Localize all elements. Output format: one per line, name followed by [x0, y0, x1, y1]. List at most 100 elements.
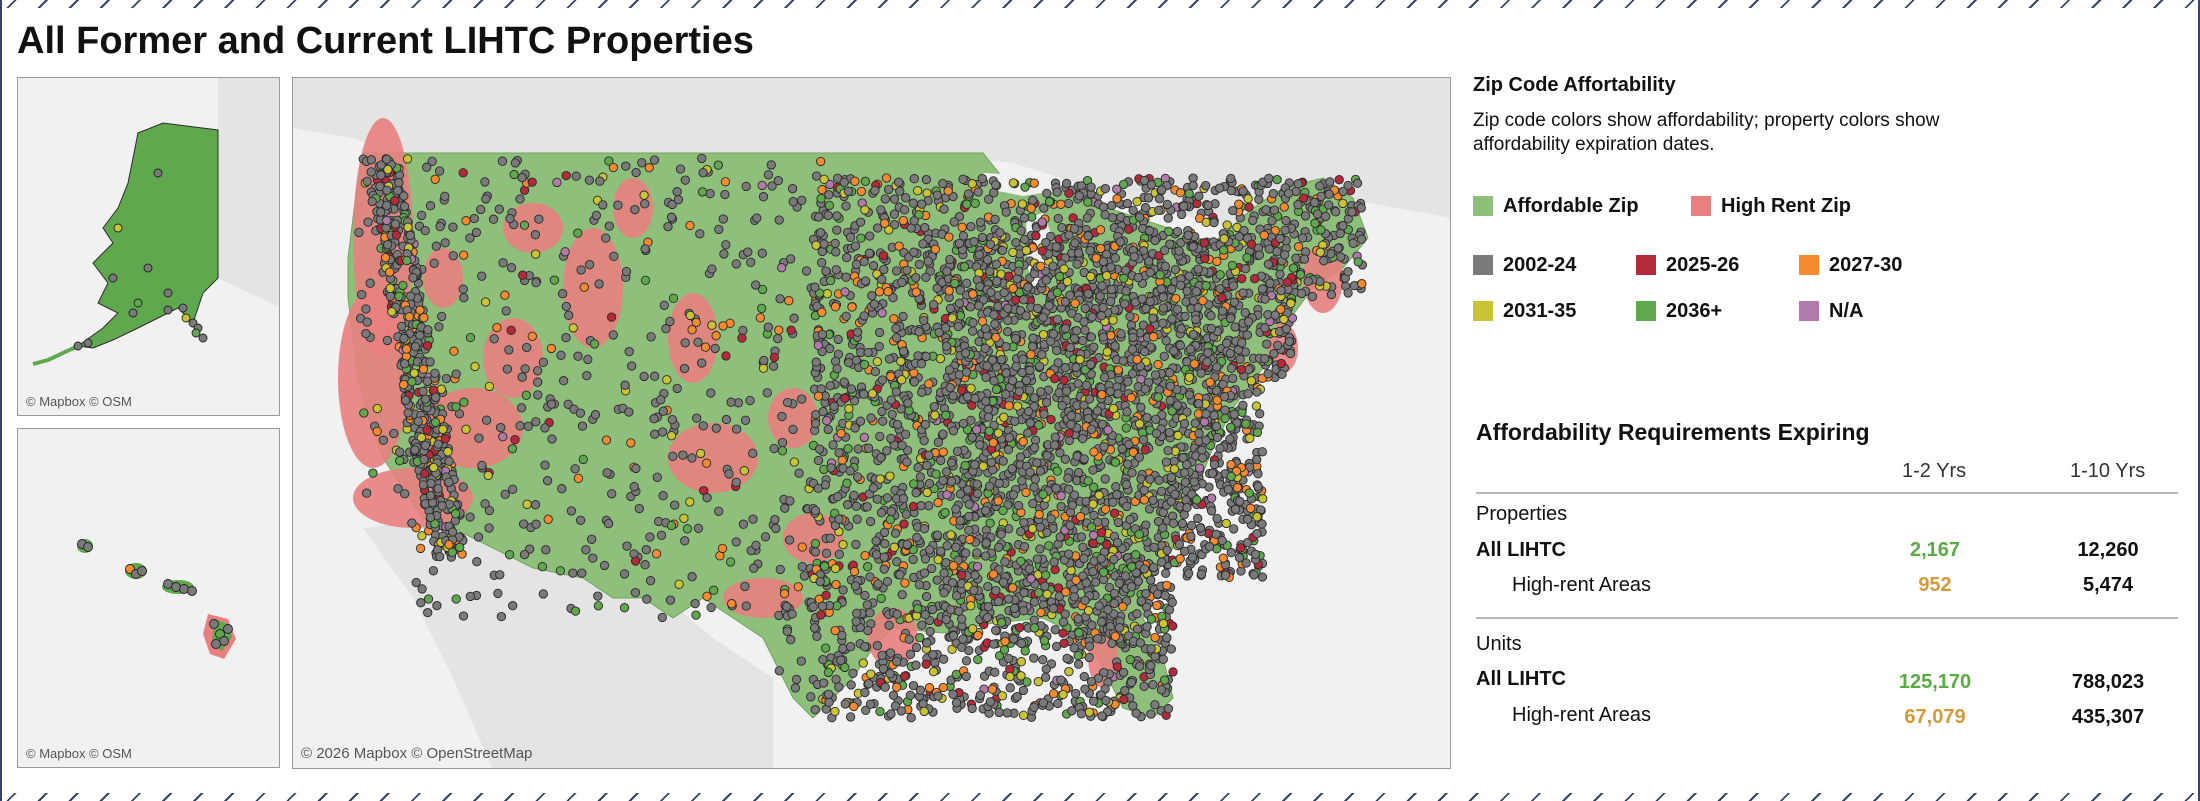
property-dot[interactable]: [1148, 313, 1158, 323]
property-dot[interactable]: [918, 239, 928, 249]
property-dot[interactable]: [830, 625, 840, 636]
property-dot[interactable]: [769, 443, 779, 454]
property-dot[interactable]: [905, 649, 916, 659]
property-dot[interactable]: [413, 416, 423, 426]
property-dot[interactable]: [435, 221, 445, 232]
property-dot[interactable]: [1203, 348, 1213, 358]
property-dot[interactable]: [672, 383, 682, 394]
property-dot[interactable]: [423, 325, 433, 335]
property-dot[interactable]: [821, 266, 831, 276]
property-dot[interactable]: [1324, 200, 1334, 210]
property-dot[interactable]: [817, 601, 828, 611]
property-dot[interactable]: [1257, 284, 1268, 294]
property-dot[interactable]: [1078, 433, 1088, 444]
property-dot[interactable]: [1180, 311, 1190, 322]
property-dot[interactable]: [1335, 228, 1345, 239]
property-dot[interactable]: [921, 272, 931, 282]
property-dot[interactable]: [901, 509, 911, 519]
property-dot[interactable]: [444, 477, 454, 487]
property-dot[interactable]: [1285, 348, 1296, 359]
property-dot[interactable]: [1315, 181, 1325, 191]
property-dot[interactable]: [540, 460, 550, 470]
property-dot[interactable]: [607, 489, 617, 499]
property-dot[interactable]: [826, 463, 836, 473]
property-dot[interactable]: [1002, 327, 1013, 337]
property-dot[interactable]: [914, 580, 925, 590]
property-dot[interactable]: [1010, 416, 1020, 426]
property-dot[interactable]: [1080, 303, 1090, 314]
property-dot[interactable]: [1234, 552, 1245, 563]
property-dot[interactable]: [995, 227, 1005, 238]
property-dot[interactable]: [1074, 191, 1084, 201]
property-dot[interactable]: [1347, 207, 1357, 217]
property-dot[interactable]: [1120, 686, 1130, 696]
property-dot[interactable]: [133, 298, 143, 308]
property-dot[interactable]: [1228, 281, 1239, 291]
property-dot[interactable]: [1034, 509, 1044, 520]
property-dot[interactable]: [679, 513, 689, 523]
property-dot[interactable]: [948, 391, 958, 401]
property-dot[interactable]: [666, 520, 677, 531]
property-dot[interactable]: [1076, 532, 1087, 542]
property-dot[interactable]: [955, 285, 965, 295]
property-dot[interactable]: [797, 195, 807, 205]
property-dot[interactable]: [1035, 466, 1046, 476]
property-dot[interactable]: [1078, 542, 1088, 552]
property-dot[interactable]: [859, 311, 869, 321]
property-dot[interactable]: [911, 642, 922, 653]
property-dot[interactable]: [1119, 694, 1129, 705]
property-dot[interactable]: [838, 585, 848, 595]
property-dot[interactable]: [913, 462, 923, 473]
property-dot[interactable]: [624, 346, 634, 357]
property-dot[interactable]: [890, 528, 901, 538]
property-dot[interactable]: [908, 680, 919, 691]
property-dot[interactable]: [1139, 175, 1150, 186]
property-dot[interactable]: [1128, 332, 1138, 343]
property-dot[interactable]: [951, 542, 961, 552]
property-dot[interactable]: [570, 464, 580, 474]
property-dot[interactable]: [675, 164, 686, 174]
property-dot[interactable]: [958, 634, 968, 644]
property-dot[interactable]: [1198, 295, 1208, 306]
property-dot[interactable]: [900, 578, 910, 588]
property-dot[interactable]: [510, 434, 520, 445]
property-dot[interactable]: [900, 671, 910, 681]
property-dot[interactable]: [724, 469, 734, 479]
property-dot[interactable]: [400, 395, 411, 405]
property-dot[interactable]: [749, 563, 759, 573]
property-dot[interactable]: [774, 215, 784, 225]
property-dot[interactable]: [1019, 213, 1030, 223]
property-dot[interactable]: [1056, 491, 1066, 501]
property-dot[interactable]: [912, 532, 922, 543]
property-dot[interactable]: [1016, 657, 1026, 667]
property-dot[interactable]: [777, 437, 788, 448]
property-dot[interactable]: [481, 415, 492, 425]
property-dot[interactable]: [886, 506, 897, 517]
property-dot[interactable]: [1083, 197, 1093, 207]
property-dot[interactable]: [973, 654, 983, 665]
property-dot[interactable]: [685, 220, 695, 231]
property-dot[interactable]: [970, 460, 980, 470]
property-dot[interactable]: [389, 428, 399, 439]
property-dot[interactable]: [619, 603, 630, 613]
property-dot[interactable]: [1063, 473, 1073, 483]
property-dot[interactable]: [810, 704, 820, 715]
property-dot[interactable]: [429, 462, 439, 473]
property-dot[interactable]: [589, 339, 600, 349]
property-dot[interactable]: [1338, 220, 1348, 231]
property-dot[interactable]: [678, 450, 688, 460]
property-dot[interactable]: [987, 684, 998, 694]
property-dot[interactable]: [1241, 419, 1251, 429]
property-dot[interactable]: [362, 176, 372, 187]
property-dot[interactable]: [1234, 199, 1244, 209]
property-dot[interactable]: [1357, 279, 1367, 289]
property-dot[interactable]: [531, 249, 541, 259]
property-dot[interactable]: [727, 599, 737, 609]
property-dot[interactable]: [1203, 200, 1213, 211]
property-dot[interactable]: [430, 417, 441, 427]
property-dot[interactable]: [687, 453, 697, 463]
property-dot[interactable]: [1167, 284, 1177, 294]
property-dot[interactable]: [211, 639, 221, 649]
property-dot[interactable]: [718, 214, 728, 224]
property-dot[interactable]: [434, 166, 445, 176]
